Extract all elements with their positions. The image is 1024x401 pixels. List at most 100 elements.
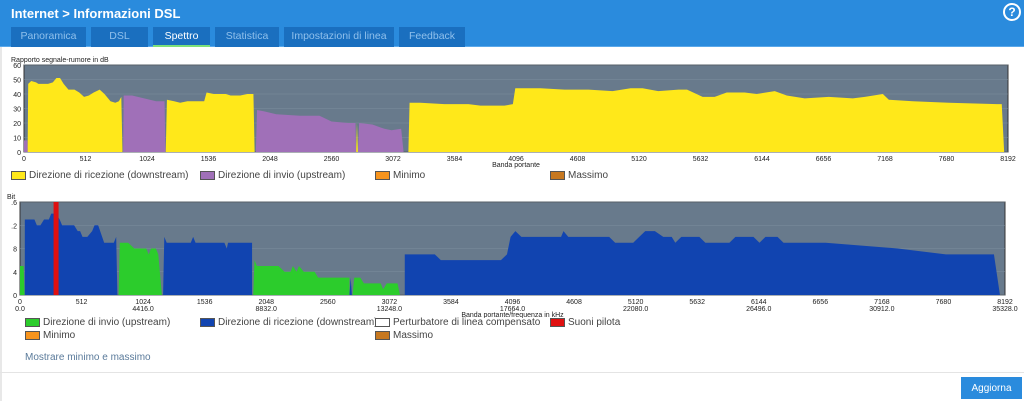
x-tick-label: 5632	[689, 299, 705, 306]
x-tick-label: 2048	[262, 156, 278, 163]
y-tick-label: 10	[13, 136, 21, 143]
help-icon[interactable]: ?	[1003, 3, 1021, 21]
x-tick-label: 6656	[813, 299, 829, 306]
series-area-up_bits	[253, 260, 350, 295]
legend-swatch	[550, 318, 565, 327]
x-tick-label: 5120	[628, 299, 644, 306]
tab-feedback[interactable]: Feedback	[399, 27, 465, 47]
x-tick-label: 5632	[693, 156, 709, 163]
breadcrumb-internet[interactable]: Internet	[11, 6, 59, 21]
legend-swatch	[25, 318, 40, 327]
x-tick-label: 6144	[754, 156, 770, 163]
y-tick-label: 60	[13, 63, 21, 70]
breadcrumb: Internet > Informazioni DSL	[11, 6, 180, 21]
legend-upstream: Direzione di invio (upstream)	[200, 170, 345, 181]
x-tick-label: 512	[76, 299, 88, 306]
pilot-tone-mark	[53, 202, 59, 295]
series-area-down_bits	[404, 231, 1000, 295]
series-area-upstream_snr	[123, 95, 166, 152]
x-tick-label: 8192	[1000, 156, 1016, 163]
x-tick-label: 6144	[751, 299, 767, 306]
legend-min: Minimo	[375, 170, 425, 181]
x-tick-khz-label: 30912.0	[869, 306, 894, 313]
tab-spettro[interactable]: Spettro	[153, 27, 210, 47]
series-area-downstream_snr	[408, 88, 1005, 152]
refresh-button[interactable]: Aggiorna	[961, 377, 1022, 399]
chart-title: Rapporto segnale-rumore in dB	[11, 57, 109, 64]
legend-downstream: Direzione di ricezione (downstream)	[11, 170, 189, 181]
legend-swatch	[375, 171, 390, 180]
legend-downstream-bits: Direzione di ricezione (downstream)	[200, 317, 378, 328]
tab-dsl[interactable]: DSL	[91, 27, 148, 47]
x-tick-label: 4608	[566, 299, 582, 306]
show-minmax-link[interactable]: Mostrare minimo e massimo	[25, 352, 151, 363]
series-area-down_bits	[24, 213, 118, 295]
x-tick-label: 512	[80, 156, 92, 163]
series-area-up_bits	[352, 277, 400, 295]
series-area-downstream_snr	[165, 92, 255, 152]
legend-swatch	[200, 318, 215, 327]
legend-max: Massimo	[550, 170, 608, 181]
x-tick-label: 1024	[135, 299, 151, 306]
divider	[0, 372, 1024, 373]
x-tick-label: 0	[18, 299, 22, 306]
y-tick-label: 8	[13, 247, 17, 254]
legend-label: Direzione di ricezione (downstream)	[29, 170, 189, 181]
tab-impostazioni-linea[interactable]: Impostazioni di linea	[284, 27, 394, 47]
x-tick-khz-label: 13248.0	[377, 306, 402, 313]
y-tick-label: .6	[11, 200, 17, 207]
legend-swatch	[11, 171, 26, 180]
legend-pilot: Suoni pilota	[550, 317, 620, 328]
x-tick-label: 7680	[939, 156, 955, 163]
legend-label: Minimo	[393, 170, 426, 181]
legend-label: Direzione di ricezione (downstream)	[218, 317, 378, 328]
series-area-up_bits	[20, 265, 25, 295]
legend-crosstalk: Perturbatore di linea compensato	[375, 317, 540, 328]
x-tick-khz-label: 22080.0	[623, 306, 648, 313]
x-tick-label: 4096	[505, 299, 521, 306]
x-tick-khz-label: 26496.0	[746, 306, 771, 313]
x-tick-label: 5120	[631, 156, 647, 163]
series-area-down_bits	[349, 277, 352, 295]
x-tick-label: 2048	[258, 299, 274, 306]
legend-label: Minimo	[43, 330, 76, 341]
chart-title: Bit	[7, 194, 15, 201]
series-area-down_bits	[163, 236, 253, 295]
x-tick-label: 3584	[447, 156, 463, 163]
y-tick-label: 0	[13, 293, 17, 300]
y-tick-label: 20	[13, 121, 21, 128]
x-tick-label: 1536	[197, 299, 213, 306]
x-tick-khz-label: 35328.0	[992, 306, 1017, 313]
x-tick-label: 3584	[443, 299, 459, 306]
legend-max-bits: Massimo	[375, 330, 433, 341]
series-area-upstream_snr	[255, 109, 357, 152]
series-area-downstream_snr	[356, 123, 358, 152]
x-axis-label: Banda portante	[492, 162, 540, 169]
y-tick-label: 30	[13, 107, 21, 114]
x-tick-label: 2560	[324, 156, 340, 163]
left-border	[0, 47, 2, 401]
tab-statistica[interactable]: Statistica	[215, 27, 279, 47]
y-tick-label: 4	[13, 270, 17, 277]
y-tick-label: .2	[11, 223, 17, 230]
legend-swatch	[375, 331, 390, 340]
x-axis-label: Banda portante/frequenza in kHz	[461, 312, 564, 318]
legend-label: Perturbatore di linea compensato	[393, 317, 541, 328]
x-tick-khz-label: 0.0	[15, 306, 25, 313]
legend-label: Direzione di invio (upstream)	[218, 170, 346, 181]
series-area-up_bits	[118, 242, 162, 295]
legend-min-bits: Minimo	[25, 330, 75, 341]
x-tick-label: 8192	[997, 299, 1013, 306]
breadcrumb-separator: >	[58, 6, 74, 21]
x-tick-label: 3072	[385, 156, 401, 163]
tab-panoramica[interactable]: Panoramica	[11, 27, 86, 47]
x-tick-label: 4096	[508, 156, 524, 163]
x-tick-label: 7680	[936, 299, 952, 306]
legend-label: Direzione di invio (upstream)	[43, 317, 171, 328]
y-tick-label: 50	[13, 78, 21, 85]
legend-swatch	[25, 331, 40, 340]
legend-swatch	[200, 171, 215, 180]
x-tick-label: 1024	[139, 156, 155, 163]
x-tick-khz-label: 8832.0	[256, 306, 278, 313]
x-tick-khz-label: 4416.0	[132, 306, 154, 313]
